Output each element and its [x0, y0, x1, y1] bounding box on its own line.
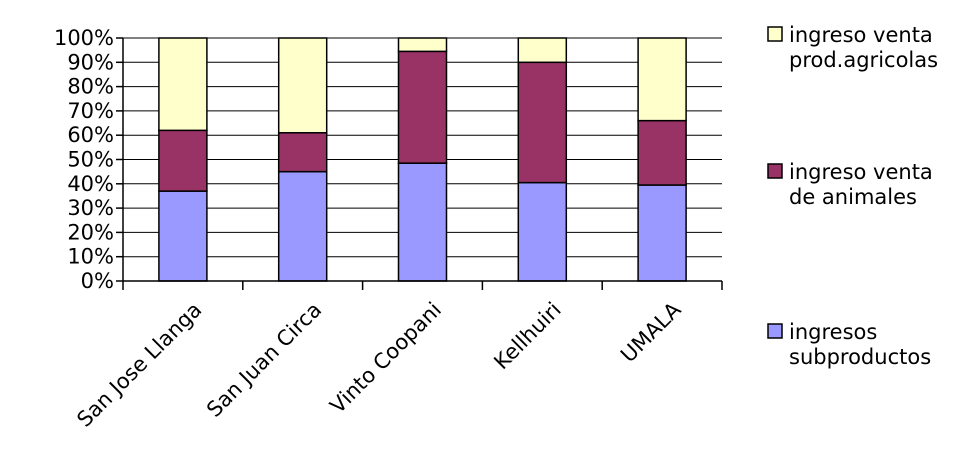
x-category-label: Vinto Coopani [325, 298, 446, 419]
legend-label: de animales [789, 185, 917, 209]
y-tick-label: 40% [67, 172, 114, 196]
bars [158, 37, 687, 282]
legend-label: ingresos [789, 320, 877, 344]
y-tick-label: 60% [67, 123, 114, 147]
legend-swatch [767, 163, 783, 179]
x-category-label: San Jose Llanga [72, 298, 206, 432]
y-tick-label: 50% [67, 148, 114, 172]
legend-swatch [767, 26, 783, 42]
bar-segment [277, 37, 328, 134]
x-category-label: Kellhuiri [489, 298, 566, 375]
bar-segment [158, 129, 208, 192]
y-tick-label: 90% [67, 50, 114, 74]
y-tick-label: 100% [54, 26, 114, 50]
y-axis-ticks: 0%10%20%30%40%50%60%70%80%90%100% [54, 26, 123, 293]
bar-segment [397, 37, 448, 53]
y-tick-label: 80% [67, 75, 114, 99]
y-tick-label: 30% [67, 196, 114, 220]
bar-segment [637, 119, 687, 186]
x-category-label: UMALA [616, 297, 686, 367]
bar-segment [637, 184, 687, 282]
legend-label: subproductos [789, 345, 931, 369]
legend-label: ingreso venta [789, 160, 933, 184]
x-category-label: San Juan Circa [202, 298, 326, 422]
legend-swatch [767, 323, 783, 339]
y-tick-label: 70% [67, 99, 114, 123]
legend-label: ingreso venta [789, 23, 933, 47]
y-tick-label: 20% [67, 220, 114, 244]
bar-segment [517, 37, 568, 64]
bar-segment [277, 170, 328, 282]
bar-segment [397, 50, 448, 164]
legend-label: prod.agricolas [789, 48, 938, 72]
y-tick-label: 10% [67, 245, 114, 269]
bar-segment [517, 61, 568, 184]
bar-segment [158, 37, 208, 132]
bar-segment [158, 190, 208, 282]
bar-segment [397, 162, 448, 282]
bar-segment [517, 181, 568, 282]
bar-segment [277, 132, 328, 173]
y-tick-label: 0% [81, 269, 114, 293]
bar-segment [637, 37, 687, 122]
